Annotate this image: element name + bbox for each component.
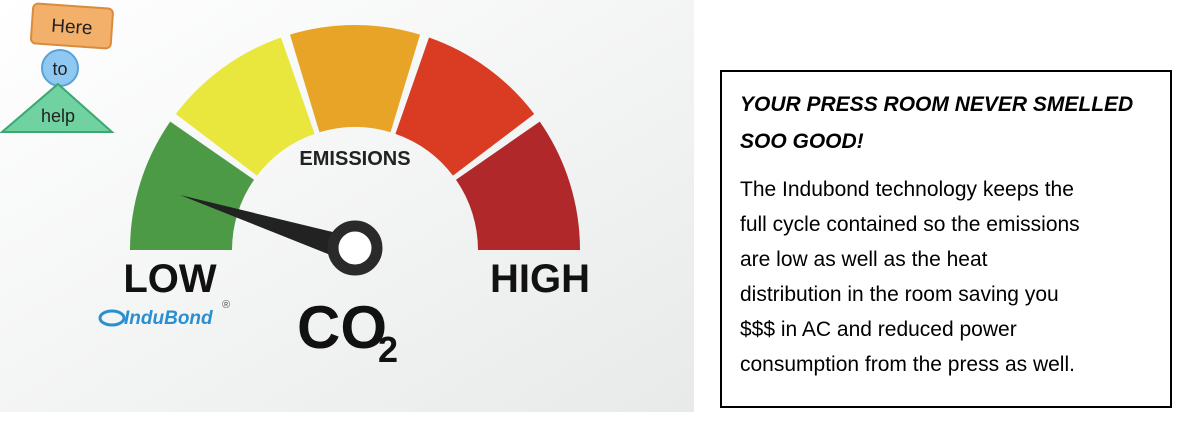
badge-text: to [52, 59, 67, 79]
needle [180, 195, 345, 258]
logo-text: InduBond [124, 308, 213, 329]
box-title: YOUR PRESS ROOM NEVER SMELLED SOO GOOD! [740, 93, 1134, 153]
box-line: full cycle contained so the emissions [740, 213, 1080, 236]
box-line: $$$ in AC and reduced power [740, 318, 1017, 341]
badge-top: Here [29, 2, 114, 50]
subscript: 2 [378, 329, 398, 370]
gauge-arcs [130, 25, 580, 250]
badge-text: help [41, 106, 75, 126]
gauge-segment [456, 121, 580, 250]
badge-text: Here [51, 16, 94, 40]
needle-hub [327, 220, 383, 276]
box-body: The Indubond technology keeps the full cy… [740, 172, 1152, 382]
logo-swoosh [98, 309, 126, 327]
box-line: The Indubond technology keeps the [740, 178, 1074, 201]
box-line: consumption from the press as well. [740, 353, 1075, 376]
box-line: are low as well as the heat [740, 248, 988, 271]
gauge-label: EMISSIONS [299, 148, 410, 170]
gauge-segment [175, 37, 315, 176]
gauge-graphic: EMISSIONS LOW HIGH CO 2 InduBond ® Here … [0, 0, 694, 412]
logo-mark: ® [222, 299, 230, 311]
box-line: distribution in the room saving you [740, 283, 1059, 306]
gauge-segment [130, 121, 254, 250]
gauge-segment [289, 25, 421, 133]
low-label: LOW [123, 257, 217, 301]
high-label: HIGH [490, 257, 590, 301]
badge-rect [29, 2, 114, 50]
gauge-segment [395, 37, 535, 176]
text-box: YOUR PRESS ROOM NEVER SMELLED SOO GOOD! … [720, 70, 1172, 408]
co-label: CO [297, 294, 387, 361]
badge-triangle [0, 82, 115, 133]
